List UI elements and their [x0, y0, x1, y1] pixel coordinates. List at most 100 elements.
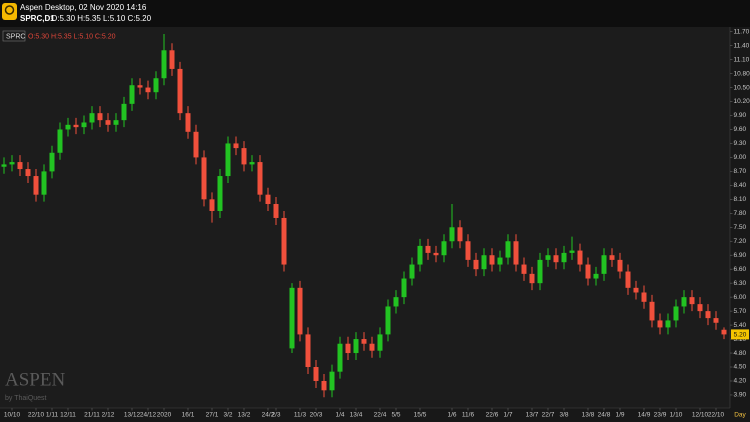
watermark-brand: ASPEN — [5, 369, 65, 390]
candle-body — [153, 78, 159, 93]
candle-body — [105, 120, 111, 125]
candle-body — [545, 255, 551, 260]
candle-body — [377, 334, 383, 351]
y-tick-label: 7.20 — [734, 238, 747, 245]
candle-body — [241, 148, 247, 165]
candle-body — [537, 259, 543, 284]
candle-body — [713, 318, 719, 323]
app-title: Aspen Desktop, 02 Nov 2020 14:16 — [20, 3, 147, 12]
y-tick-label: 7.80 — [734, 210, 747, 217]
x-tick-label: 13/7 — [526, 412, 539, 419]
candle-body — [401, 278, 407, 298]
x-tick-label: 27/1 — [206, 412, 219, 419]
candle-body — [529, 273, 535, 284]
x-tick-label: 2020 — [157, 412, 172, 419]
candle-body — [393, 297, 399, 307]
x-tick-label: 1/7 — [503, 412, 512, 419]
candle-body — [313, 367, 319, 381]
y-tick-label: 5.40 — [734, 322, 747, 329]
candle-body — [337, 343, 343, 372]
candle-body — [233, 143, 239, 149]
candle-body — [49, 152, 55, 172]
y-tick-label: 6.30 — [734, 280, 747, 287]
candle-body — [161, 50, 167, 79]
candle-body — [553, 255, 559, 263]
y-tick-label: 11.10 — [734, 56, 750, 63]
y-tick-label: 6.00 — [734, 294, 747, 301]
candle-body — [305, 334, 311, 368]
x-tick-label: 13/12 — [124, 412, 141, 419]
y-tick-label: 8.40 — [734, 182, 747, 189]
x-tick-label: 22/7 — [542, 412, 555, 419]
candle-body — [665, 320, 671, 328]
y-tick-label: 9.60 — [734, 126, 747, 133]
candle-body — [705, 311, 711, 319]
candle-body — [225, 143, 231, 177]
candle-body — [257, 162, 263, 195]
x-tick-label: 14/9 — [638, 412, 651, 419]
candle-body — [129, 85, 135, 104]
y-tick-label: 10.20 — [734, 98, 750, 105]
candle-body — [353, 339, 359, 354]
x-tick-label: 13/2 — [238, 412, 251, 419]
x-tick-label: 5/5 — [391, 412, 400, 419]
candle-body — [641, 292, 647, 302]
watermark-by: by ThaiQuest — [5, 395, 47, 402]
candle-body — [593, 273, 599, 279]
candle-body — [473, 259, 479, 270]
y-tick-label: 6.60 — [734, 266, 747, 273]
candle-body — [113, 120, 119, 125]
candle-body — [433, 252, 439, 256]
x-tick-label: 13/8 — [582, 412, 595, 419]
candle-body — [649, 301, 655, 321]
candle-body — [273, 203, 279, 218]
candle-body — [25, 169, 31, 177]
candle-body — [369, 343, 375, 351]
x-tick-label: 23/9 — [654, 412, 667, 419]
y-tick-label: 9.00 — [734, 154, 747, 161]
y-tick-label: 4.50 — [734, 364, 747, 371]
timeframe: Day — [734, 412, 746, 419]
x-tick-label: 1/9 — [615, 412, 624, 419]
candle-body — [289, 287, 295, 349]
candle-body — [489, 255, 495, 265]
legend-symbol-box — [2, 30, 26, 42]
candle-body — [425, 245, 431, 253]
candle-body — [681, 297, 687, 307]
candle-body — [185, 113, 191, 132]
candle-body — [561, 252, 567, 263]
candle-body — [57, 129, 63, 153]
candle-body — [577, 250, 583, 265]
y-tick-label: 4.80 — [734, 350, 747, 357]
candle-body — [409, 264, 415, 279]
y-axis-area — [730, 27, 750, 408]
candle-body — [569, 250, 575, 253]
candle-body — [521, 264, 527, 274]
y-tick-label: 7.50 — [734, 224, 747, 231]
x-tick-label: 24/12 — [140, 412, 157, 419]
x-tick-label: 1/10 — [670, 412, 683, 419]
y-tick-label: 6.90 — [734, 252, 747, 259]
x-tick-label: 16/1 — [182, 412, 195, 419]
y-tick-label: 11.70 — [734, 28, 750, 35]
candle-body — [97, 113, 103, 121]
candle-body — [721, 329, 727, 335]
x-tick-label: 21/11 — [84, 412, 100, 419]
x-tick-label: 24/8 — [598, 412, 611, 419]
candle-body — [41, 171, 47, 195]
y-tick-label: 4.20 — [734, 378, 747, 385]
candle-body — [89, 113, 95, 123]
candle-body — [217, 176, 223, 211]
candle-body — [497, 257, 503, 265]
candle-body — [457, 227, 463, 242]
candle-body — [73, 124, 79, 128]
legend-ohlc: O:5.30 H:5.35 L:5.10 C:5.20 — [28, 33, 116, 40]
candle-body — [193, 131, 199, 158]
candle-body — [657, 320, 663, 328]
candle-body — [81, 122, 87, 128]
x-tick-label: 1/4 — [335, 412, 344, 419]
header-bar — [0, 0, 750, 27]
candle-body — [449, 227, 455, 242]
